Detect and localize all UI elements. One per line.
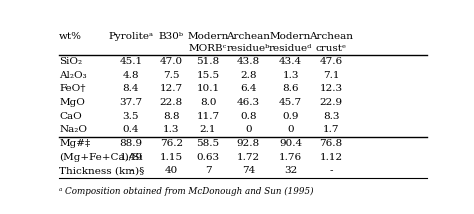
Text: 43.4: 43.4	[279, 57, 302, 66]
Text: Na₂O: Na₂O	[59, 125, 87, 134]
Text: 8.0: 8.0	[200, 98, 216, 107]
Text: 76.2: 76.2	[160, 139, 183, 148]
Text: 43.8: 43.8	[237, 57, 260, 66]
Text: Pyroliteᵃ: Pyroliteᵃ	[109, 32, 154, 41]
Text: MORBᶜ: MORBᶜ	[189, 44, 227, 54]
Text: 1.7: 1.7	[323, 125, 339, 134]
Text: 22.8: 22.8	[160, 98, 183, 107]
Text: 1.76: 1.76	[279, 153, 302, 162]
Text: 1.72: 1.72	[237, 153, 260, 162]
Text: Modern: Modern	[270, 32, 311, 41]
Text: -: -	[329, 166, 333, 175]
Text: B30ᵇ: B30ᵇ	[159, 32, 184, 41]
Text: 37.7: 37.7	[119, 98, 143, 107]
Text: 40: 40	[164, 166, 178, 175]
Text: residueᵇ: residueᵇ	[227, 44, 270, 54]
Text: 10.1: 10.1	[196, 84, 219, 93]
Text: -: -	[129, 166, 133, 175]
Text: 22.9: 22.9	[319, 98, 343, 107]
Text: Al₂O₃: Al₂O₃	[59, 71, 87, 80]
Text: 0.4: 0.4	[123, 125, 139, 134]
Text: Thickness (km)§: Thickness (km)§	[59, 166, 145, 175]
Text: 90.4: 90.4	[279, 139, 302, 148]
Text: 47.0: 47.0	[160, 57, 183, 66]
Text: ᵃ Composition obtained from McDonough and Sun (1995): ᵃ Composition obtained from McDonough an…	[59, 187, 314, 196]
Text: SiO₂: SiO₂	[59, 57, 82, 66]
Text: Mg#‡: Mg#‡	[59, 139, 91, 148]
Text: 2.1: 2.1	[200, 125, 216, 134]
Text: Modern: Modern	[187, 32, 229, 41]
Text: 46.3: 46.3	[237, 98, 260, 107]
Text: residueᵈ: residueᵈ	[269, 44, 312, 54]
Text: 1.15: 1.15	[160, 153, 183, 162]
Text: 92.8: 92.8	[237, 139, 260, 148]
Text: 15.5: 15.5	[196, 71, 219, 80]
Text: 7.5: 7.5	[163, 71, 180, 80]
Text: 11.7: 11.7	[196, 111, 219, 120]
Text: 1.12: 1.12	[319, 153, 343, 162]
Text: 88.9: 88.9	[119, 139, 143, 148]
Text: FeO†: FeO†	[59, 84, 86, 93]
Text: 0: 0	[245, 125, 252, 134]
Text: 8.8: 8.8	[163, 111, 180, 120]
Text: (Mg+Fe+Ca)/Si: (Mg+Fe+Ca)/Si	[59, 153, 143, 162]
Text: 7.1: 7.1	[323, 71, 339, 80]
Text: CaO: CaO	[59, 111, 82, 120]
Text: 8.4: 8.4	[123, 84, 139, 93]
Text: Archean: Archean	[309, 32, 353, 41]
Text: crustᵉ: crustᵉ	[316, 44, 346, 54]
Text: 1.49: 1.49	[119, 153, 143, 162]
Text: 45.7: 45.7	[279, 98, 302, 107]
Text: 8.6: 8.6	[283, 84, 299, 93]
Text: 8.3: 8.3	[323, 111, 339, 120]
Text: MgO: MgO	[59, 98, 85, 107]
Text: 32: 32	[284, 166, 297, 175]
Text: 45.1: 45.1	[119, 57, 143, 66]
Text: 4.8: 4.8	[123, 71, 139, 80]
Text: 12.3: 12.3	[319, 84, 343, 93]
Text: 12.7: 12.7	[160, 84, 183, 93]
Text: 1.3: 1.3	[283, 71, 299, 80]
Text: 3.5: 3.5	[123, 111, 139, 120]
Text: 0.9: 0.9	[283, 111, 299, 120]
Text: 51.8: 51.8	[196, 57, 219, 66]
Text: 2.8: 2.8	[240, 71, 257, 80]
Text: 6.4: 6.4	[240, 84, 257, 93]
Text: 76.8: 76.8	[319, 139, 343, 148]
Text: 0: 0	[287, 125, 294, 134]
Text: 58.5: 58.5	[196, 139, 219, 148]
Text: Archean: Archean	[227, 32, 271, 41]
Text: 7: 7	[205, 166, 211, 175]
Text: 1.3: 1.3	[163, 125, 180, 134]
Text: 74: 74	[242, 166, 255, 175]
Text: 0.63: 0.63	[196, 153, 219, 162]
Text: wt%: wt%	[59, 32, 82, 41]
Text: 0.8: 0.8	[240, 111, 257, 120]
Text: 47.6: 47.6	[319, 57, 343, 66]
